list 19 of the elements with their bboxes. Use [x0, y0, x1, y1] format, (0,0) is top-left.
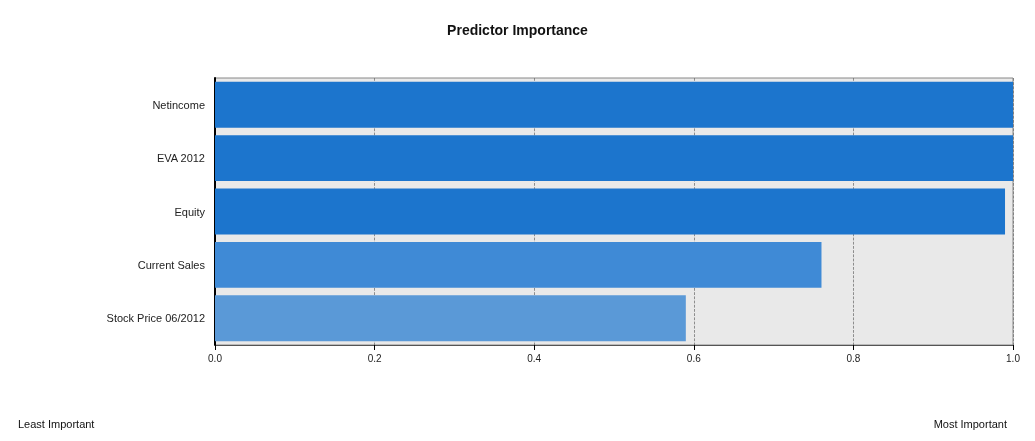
y-tick-label: Netincome	[152, 98, 205, 111]
y-tick-label: Stock Price 06/2012	[106, 312, 205, 325]
bar	[215, 188, 1006, 235]
bar	[215, 295, 686, 342]
x-tick-label: 0.2	[367, 352, 382, 364]
x-tick-label: 0.0	[208, 352, 223, 364]
y-tick-label: Current Sales	[137, 258, 206, 271]
bar	[215, 81, 1013, 128]
chart-title: Predictor Importance	[447, 22, 589, 38]
bar	[215, 135, 1013, 182]
x-tick-label: 0.4	[527, 352, 542, 364]
bar	[215, 241, 822, 288]
y-tick-label: Equity	[174, 205, 206, 218]
y-tick-label: EVA 2012	[156, 152, 205, 165]
x-tick-label: 0.6	[686, 352, 702, 364]
x-tick-label: 0.8	[846, 352, 861, 364]
text: Most Important	[933, 417, 1007, 430]
x-tick-label: 1.0	[1006, 352, 1021, 364]
text: Least Important	[18, 417, 95, 430]
